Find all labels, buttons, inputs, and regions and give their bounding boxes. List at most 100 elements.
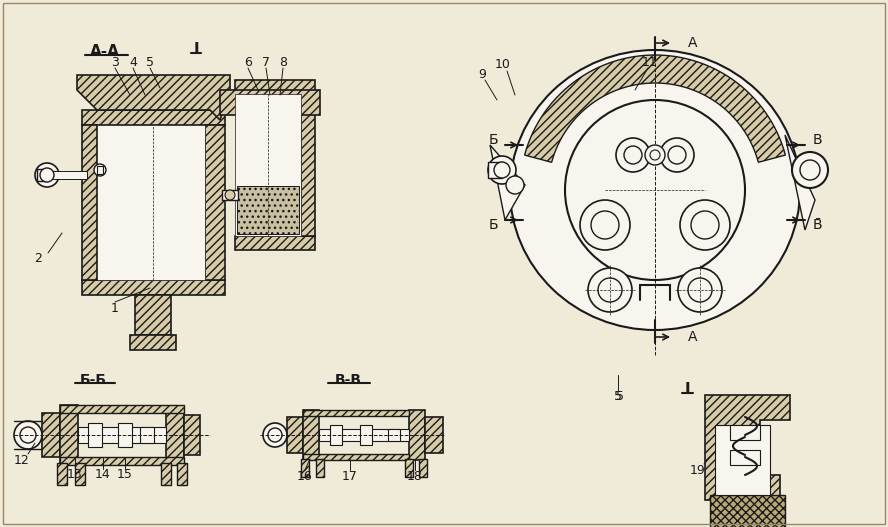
Bar xyxy=(42,413,60,457)
Circle shape xyxy=(20,427,36,443)
Text: 7: 7 xyxy=(262,55,270,69)
Bar xyxy=(409,410,425,460)
Bar xyxy=(360,425,372,445)
Polygon shape xyxy=(525,55,785,162)
Text: Б: Б xyxy=(488,218,498,232)
Bar xyxy=(730,450,760,465)
Text: А-А: А-А xyxy=(90,44,120,60)
Circle shape xyxy=(40,168,54,182)
Bar xyxy=(419,459,427,477)
Bar xyxy=(303,410,409,416)
Text: 14: 14 xyxy=(95,469,111,482)
Bar xyxy=(425,417,443,453)
Bar xyxy=(319,429,409,441)
Text: 16: 16 xyxy=(297,470,313,483)
Circle shape xyxy=(678,268,722,312)
Circle shape xyxy=(645,145,665,165)
Circle shape xyxy=(691,211,719,239)
Bar xyxy=(97,125,205,280)
Circle shape xyxy=(225,190,235,200)
Bar xyxy=(303,454,409,460)
Bar xyxy=(330,425,342,445)
Circle shape xyxy=(263,423,287,447)
Text: В̄: В̄ xyxy=(813,218,821,232)
Text: 17: 17 xyxy=(342,470,358,483)
Bar xyxy=(235,94,301,236)
Text: 1: 1 xyxy=(111,301,119,315)
Bar xyxy=(60,405,78,465)
Circle shape xyxy=(668,146,686,164)
Bar xyxy=(488,162,502,178)
Text: 3: 3 xyxy=(111,55,119,69)
Bar xyxy=(161,463,171,485)
Polygon shape xyxy=(77,75,230,120)
Text: 5: 5 xyxy=(146,55,154,69)
Bar xyxy=(88,423,102,447)
Text: 9: 9 xyxy=(478,69,486,82)
Polygon shape xyxy=(237,186,299,234)
Bar xyxy=(301,94,315,236)
Circle shape xyxy=(580,200,630,250)
Bar xyxy=(303,410,319,460)
Text: 4: 4 xyxy=(129,55,137,69)
Polygon shape xyxy=(490,145,525,220)
Bar xyxy=(222,190,238,200)
Text: 10: 10 xyxy=(496,58,511,72)
Circle shape xyxy=(591,211,619,239)
Bar xyxy=(60,457,184,465)
Text: 2: 2 xyxy=(34,251,42,265)
Text: 15: 15 xyxy=(117,469,133,482)
Circle shape xyxy=(624,146,642,164)
Text: А: А xyxy=(688,330,698,344)
Bar xyxy=(140,427,154,443)
Bar xyxy=(57,463,67,485)
Text: 5: 5 xyxy=(616,391,624,404)
Text: I: I xyxy=(194,43,199,57)
Circle shape xyxy=(494,162,510,178)
Bar xyxy=(97,166,103,174)
Bar xyxy=(47,171,87,179)
Bar xyxy=(287,417,303,453)
Bar xyxy=(60,405,184,413)
Circle shape xyxy=(598,278,622,302)
Text: 13: 13 xyxy=(67,469,83,482)
Text: 8: 8 xyxy=(279,55,287,69)
Circle shape xyxy=(14,421,42,449)
Bar xyxy=(75,463,85,485)
Bar xyxy=(730,425,760,440)
Text: I: I xyxy=(684,383,690,397)
Polygon shape xyxy=(220,90,320,115)
Circle shape xyxy=(660,138,694,172)
Bar xyxy=(82,280,225,295)
Circle shape xyxy=(800,160,820,180)
Bar xyxy=(715,425,770,495)
Bar xyxy=(135,295,171,335)
Bar xyxy=(82,125,97,280)
Text: 6: 6 xyxy=(244,55,252,69)
Bar xyxy=(301,459,309,477)
Circle shape xyxy=(680,200,730,250)
Bar xyxy=(405,459,413,477)
Text: А: А xyxy=(688,36,698,50)
Bar xyxy=(235,236,315,250)
Circle shape xyxy=(792,152,828,188)
Polygon shape xyxy=(785,135,815,230)
Bar xyxy=(166,407,184,463)
Text: 11: 11 xyxy=(642,55,658,69)
Circle shape xyxy=(35,163,59,187)
Bar xyxy=(177,463,187,485)
Circle shape xyxy=(94,164,106,176)
Circle shape xyxy=(268,428,282,442)
Bar xyxy=(130,335,176,350)
Circle shape xyxy=(565,100,745,280)
Bar xyxy=(316,459,324,477)
Bar xyxy=(118,423,132,447)
Circle shape xyxy=(688,278,712,302)
Text: 12: 12 xyxy=(14,454,30,466)
Bar xyxy=(78,427,166,443)
Circle shape xyxy=(650,150,660,160)
Text: Б-Б: Б-Б xyxy=(80,373,107,387)
Bar xyxy=(235,80,315,94)
Text: В-В: В-В xyxy=(335,373,361,387)
Circle shape xyxy=(488,156,516,184)
